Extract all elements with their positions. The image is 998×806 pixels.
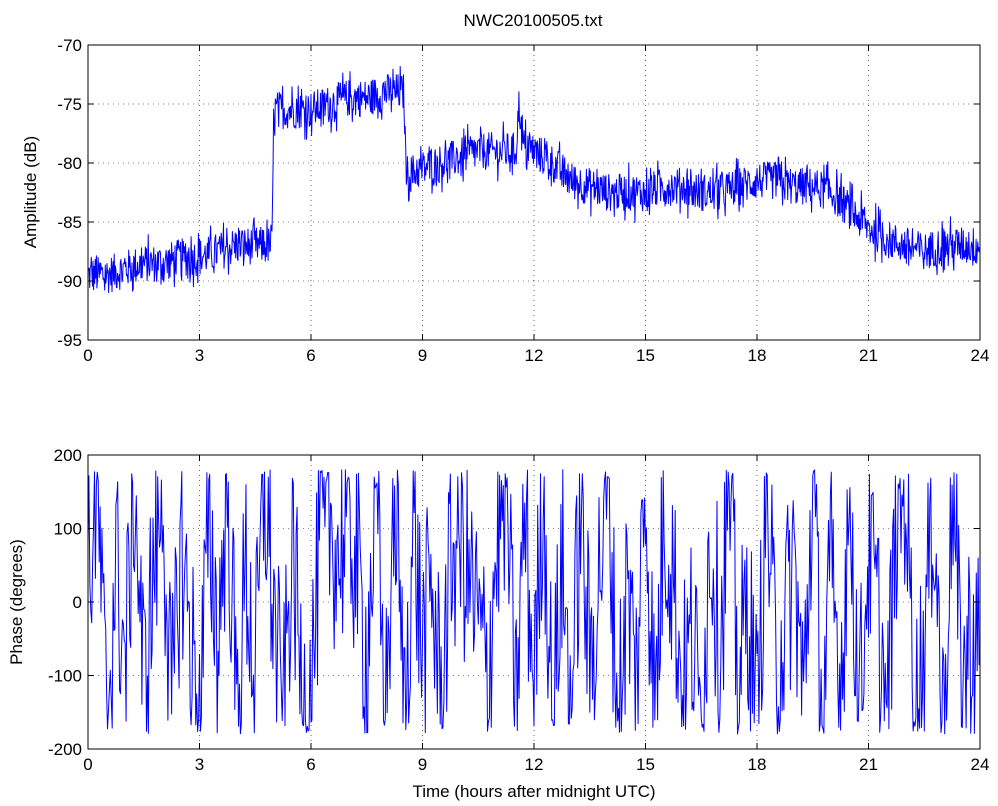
figure-title: NWC20100505.txt (464, 11, 603, 30)
amplitude-x-tick-label: 9 (418, 346, 427, 365)
phase-series (87, 469, 981, 735)
phase-y-tick-label: 0 (73, 593, 82, 612)
phase-x-tick-label: 15 (636, 755, 655, 774)
phase-x-tick-label: 24 (971, 755, 990, 774)
amplitude-x-tick-label: 18 (748, 346, 767, 365)
amplitude-y-tick-label: -90 (57, 272, 82, 291)
phase-x-tick-label: 3 (195, 755, 204, 774)
phase-y-axis-label: Phase (degrees) (7, 539, 26, 665)
phase-y-tick-label: 200 (54, 446, 82, 465)
phase-ticks: 0 3 6 9 12 15 18 21 24 -200 -100 0 100 200 (48, 446, 989, 774)
phase-y-tick-label: -200 (48, 740, 82, 759)
amplitude-x-tick-label: 21 (859, 346, 878, 365)
phase-x-tick-label: 6 (306, 755, 315, 774)
amplitude-x-tick-label: 6 (306, 346, 315, 365)
amplitude-ticks: 0 3 6 9 12 15 18 21 24 -95 -90 -85 -80 -75 -70 (57, 36, 989, 365)
amplitude-grid (88, 45, 980, 340)
amplitude-y-tick-label: -85 (57, 213, 82, 232)
amplitude-y-tick-label: -95 (57, 331, 82, 350)
phase-y-tick-label: -100 (48, 667, 82, 686)
amplitude-x-tick-label: 15 (636, 346, 655, 365)
amplitude-y-tick-label: -70 (57, 36, 82, 55)
phase-x-tick-label: 21 (859, 755, 878, 774)
amplitude-y-axis-label: Amplitude (dB) (21, 136, 40, 248)
phase-x-tick-label: 9 (418, 755, 427, 774)
phase-x-axis-label: Time (hours after midnight UTC) (412, 782, 655, 801)
amplitude-y-tick-label: -75 (57, 95, 82, 114)
amplitude-plot: 0 3 6 9 12 15 18 21 24 -95 -90 -85 -80 -75 -70 Amplitu… (21, 36, 989, 365)
phase-x-tick-label: 0 (83, 755, 92, 774)
amplitude-x-tick-label: 12 (525, 346, 544, 365)
amplitude-y-tick-label: -80 (57, 154, 82, 173)
amplitude-x-tick-label: 24 (971, 346, 990, 365)
phase-x-tick-label: 12 (525, 755, 544, 774)
phase-plot: 0 3 6 9 12 15 18 21 24 -200 -100 0 100 200 Phase (deg… (7, 446, 989, 801)
amplitude-series (87, 66, 980, 293)
amplitude-series-line (87, 66, 980, 293)
amplitude-x-tick-label: 3 (195, 346, 204, 365)
phase-y-tick-label: 100 (54, 520, 82, 539)
amplitude-x-tick-label: 0 (83, 346, 92, 365)
phase-x-tick-label: 18 (748, 755, 767, 774)
phase-series-line (87, 469, 981, 735)
